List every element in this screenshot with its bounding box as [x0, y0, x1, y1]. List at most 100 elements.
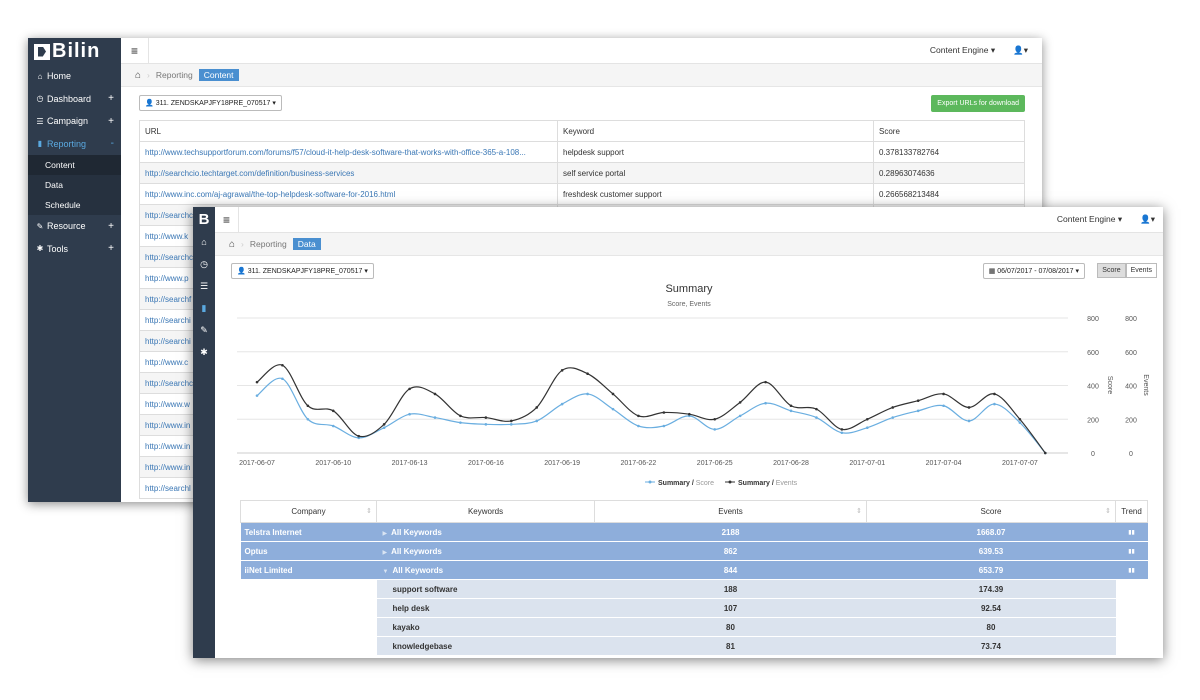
breadcrumb: ⌂ › Reporting Content [121, 64, 1042, 87]
data-point [281, 377, 284, 381]
company-row[interactable]: Optus ▶ All Keywords 862 639.53 ▮▮ [240, 541, 1148, 561]
keyword-row[interactable]: support software 188 174.39 [240, 579, 1148, 599]
col-header-score[interactable]: Score [873, 120, 1025, 142]
y-tick-label-events: 200 [1125, 417, 1137, 424]
keywords-cell[interactable]: ▶ All Keywords [376, 541, 595, 561]
url-link[interactable]: http://www.techsupportforum.com/forums/f… [139, 141, 558, 163]
y-tick-label-events: 0 [1129, 451, 1133, 458]
account-dropdown[interactable]: 👤 311. ZENDSKAPJFY18PRE_070517 ▾ [231, 263, 374, 279]
col-header-company[interactable]: Company ⇕ [240, 500, 377, 523]
expand-icon[interactable]: + [108, 220, 114, 232]
events-cell: 844 [594, 560, 867, 580]
trend-cell [1115, 636, 1148, 656]
col-header-events[interactable]: Events ⇕ [594, 500, 867, 523]
x-tick-label: 2017-07-04 [926, 460, 962, 467]
gear-icon[interactable]: ✱ [200, 346, 208, 357]
data-point [764, 380, 767, 384]
export-urls-button[interactable]: Export URLs for download [931, 95, 1025, 112]
sidebar-item-campaign[interactable]: ☰ Campaign + [28, 110, 121, 133]
table-row[interactable]: http://www.techsupportforum.com/forums/f… [139, 141, 1025, 163]
keywords-cell[interactable]: ▼ All Keywords [376, 560, 595, 580]
content-engine-dropdown[interactable]: Content Engine ▾ [929, 45, 996, 55]
expand-toggle-icon[interactable]: ▼ [382, 568, 389, 575]
expand-icon[interactable]: + [108, 115, 114, 127]
sidebar-item-resource[interactable]: ✎ Resource + [28, 215, 121, 238]
expand-icon[interactable]: - [110, 138, 114, 150]
sidebar-item-label: Home [47, 71, 72, 82]
app-logo[interactable]: Bilin [28, 38, 121, 65]
app-logo[interactable]: B [198, 210, 210, 228]
breadcrumb-reporting[interactable]: Reporting [249, 239, 287, 249]
expand-icon[interactable]: + [108, 93, 114, 105]
company-row[interactable]: iiNet Limited ▼ All Keywords 844 653.79 ▮▮ [240, 560, 1148, 580]
account-dropdown[interactable]: 👤 311. ZENDSKAPJFY18PRE_070517 ▾ [139, 95, 282, 111]
expand-toggle-icon[interactable]: ▶ [382, 549, 388, 556]
toggle-score-button[interactable]: Score [1097, 263, 1126, 278]
breadcrumb-home-icon[interactable]: ⌂ [229, 238, 236, 250]
data-point [382, 426, 386, 429]
expand-icon[interactable]: + [108, 243, 114, 255]
sidebar-subitem-schedule[interactable]: Schedule [28, 195, 121, 215]
company-cell: Optus [240, 541, 377, 561]
trend-chart-icon[interactable]: ▮▮ [1115, 541, 1148, 561]
dashboard-icon[interactable]: ◷ [200, 258, 208, 269]
user-menu-icon[interactable]: 👤▾ [1140, 214, 1155, 224]
y-tick-label-score: 400 [1087, 384, 1099, 391]
company-cell [240, 598, 377, 618]
sidebar-subitem-content[interactable]: Content [28, 155, 121, 175]
breadcrumb-home-icon[interactable]: ⌂ [135, 69, 142, 81]
trend-chart-icon[interactable]: ▮▮ [1115, 560, 1148, 580]
col-header-url[interactable]: URL [139, 120, 558, 142]
company-row[interactable]: Telstra Internet ▶ All Keywords 2188 1668.07… [240, 522, 1148, 542]
sidebar-item-tools[interactable]: ✱ Tools + [28, 238, 121, 261]
home-icon[interactable]: ⌂ [201, 237, 207, 247]
col-header-keywords[interactable]: Keywords [376, 500, 595, 523]
col-header-keyword[interactable]: Keyword [557, 120, 874, 142]
user-menu-icon[interactable]: 👤▾ [1013, 45, 1028, 55]
table-row[interactable]: http://www.inc.com/aj-agrawal/the-top-he… [139, 183, 1025, 205]
data-point [713, 417, 717, 421]
x-tick-label: 2017-06-22 [621, 460, 657, 467]
series-line-score [256, 377, 1046, 454]
user-icon: 👤 [237, 268, 246, 275]
data-point [255, 394, 259, 397]
trend-cell [1115, 617, 1148, 637]
sidebar-item-home[interactable]: ⌂ Home [28, 65, 121, 88]
content-engine-dropdown[interactable]: Content Engine ▾ [1056, 214, 1123, 224]
y-tick-label-score: 600 [1087, 350, 1099, 357]
keyword-row[interactable]: help desk 107 92.54 [240, 598, 1148, 618]
trend-chart-icon[interactable]: ▮▮ [1115, 522, 1148, 542]
y-tick-label-score: 0 [1091, 451, 1095, 458]
campaign-icon[interactable]: ☰ [199, 280, 209, 291]
breadcrumb-separator: › [147, 70, 150, 80]
account-label: 311. ZENDSKAPJFY18PRE_070517 ▾ [155, 100, 276, 107]
url-link[interactable]: http://searchcio.techtarget.com/definiti… [139, 162, 558, 184]
wrench-icon[interactable]: ✎ [200, 324, 208, 335]
keyword-row[interactable]: knowledgebase 81 73.74 [240, 636, 1148, 656]
reporting-icon[interactable]: ▮ [201, 302, 207, 313]
main-panel: ≡ Content Engine ▾ 👤▾ ⌂ › Reporting Data… [215, 207, 1163, 658]
keyword-row[interactable]: kayako 80 80 [240, 617, 1148, 637]
expand-toggle-icon[interactable]: ▶ [382, 530, 388, 537]
legend-label-score: Summary / Score [658, 480, 714, 487]
data-point [306, 404, 310, 408]
menu-toggle-icon[interactable]: ≡ [215, 207, 239, 233]
col-header-score[interactable]: Score ⇕ [866, 500, 1116, 523]
data-point [865, 426, 869, 429]
breadcrumb-reporting[interactable]: Reporting [155, 70, 193, 80]
menu-toggle-icon[interactable]: ≡ [121, 38, 149, 64]
y-tick-label-events: 600 [1125, 350, 1137, 357]
toggle-events-button[interactable]: Events [1125, 263, 1157, 278]
col-header-trend[interactable]: Trend [1115, 500, 1148, 523]
keyword-cell: knowledgebase [376, 636, 595, 656]
date-range-picker[interactable]: ▦ 06/07/2017 - 07/08/2017 ▾ [982, 263, 1085, 279]
keywords-cell[interactable]: ▶ All Keywords [376, 522, 595, 542]
data-point [764, 401, 767, 405]
keywords-label: All Keywords [391, 527, 442, 537]
keyword-cell: support software [376, 579, 595, 599]
table-row[interactable]: http://searchcio.techtarget.com/definiti… [139, 162, 1025, 184]
sidebar-subitem-data[interactable]: Data [28, 175, 121, 195]
url-link[interactable]: http://www.inc.com/aj-agrawal/the-top-he… [139, 183, 558, 205]
sidebar-item-dashboard[interactable]: ◷ Dashboard + [28, 88, 121, 111]
sidebar-item-reporting[interactable]: ▮ Reporting - [28, 133, 121, 156]
